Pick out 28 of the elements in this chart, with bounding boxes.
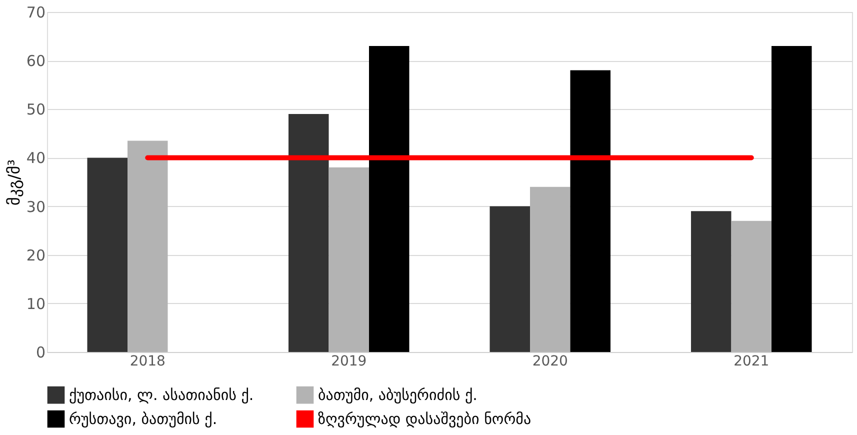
bar <box>328 167 369 352</box>
y-tick-label: 70 <box>26 4 46 22</box>
y-tick-label: 60 <box>26 52 46 70</box>
bar <box>731 220 772 352</box>
x-tick-label: 2020 <box>532 354 568 370</box>
y-tick-label: 20 <box>26 246 46 264</box>
bar <box>490 206 530 352</box>
bar <box>691 211 732 352</box>
legend-label: ქუთაისი, ლ. ასათიანის ქ. <box>69 386 254 404</box>
bar <box>128 140 168 352</box>
y-tick-label: 30 <box>26 198 46 216</box>
bar <box>772 46 812 352</box>
bar <box>87 158 128 352</box>
y-axis-title: მკგ/მ³ <box>4 160 24 206</box>
legend-label: რუსთავი, ბათუმის ქ. <box>69 410 218 428</box>
bar <box>530 186 570 352</box>
y-tick-label: 40 <box>26 149 46 168</box>
x-tick-label: 2021 <box>734 354 770 370</box>
bar <box>570 70 610 352</box>
x-tick-label: 2019 <box>331 354 367 370</box>
legend-label: ბათუმი, აბუსერიძის ქ. <box>318 386 478 404</box>
x-tick-label: 2018 <box>130 354 166 370</box>
y-tick-label: 50 <box>26 100 46 119</box>
y-tick-label: 10 <box>26 294 46 313</box>
bar <box>369 46 410 352</box>
bar <box>288 114 329 352</box>
legend-label: ზღვრულად დასაშვები ნორმა <box>318 410 532 428</box>
y-tick-label: 0 <box>36 344 46 362</box>
